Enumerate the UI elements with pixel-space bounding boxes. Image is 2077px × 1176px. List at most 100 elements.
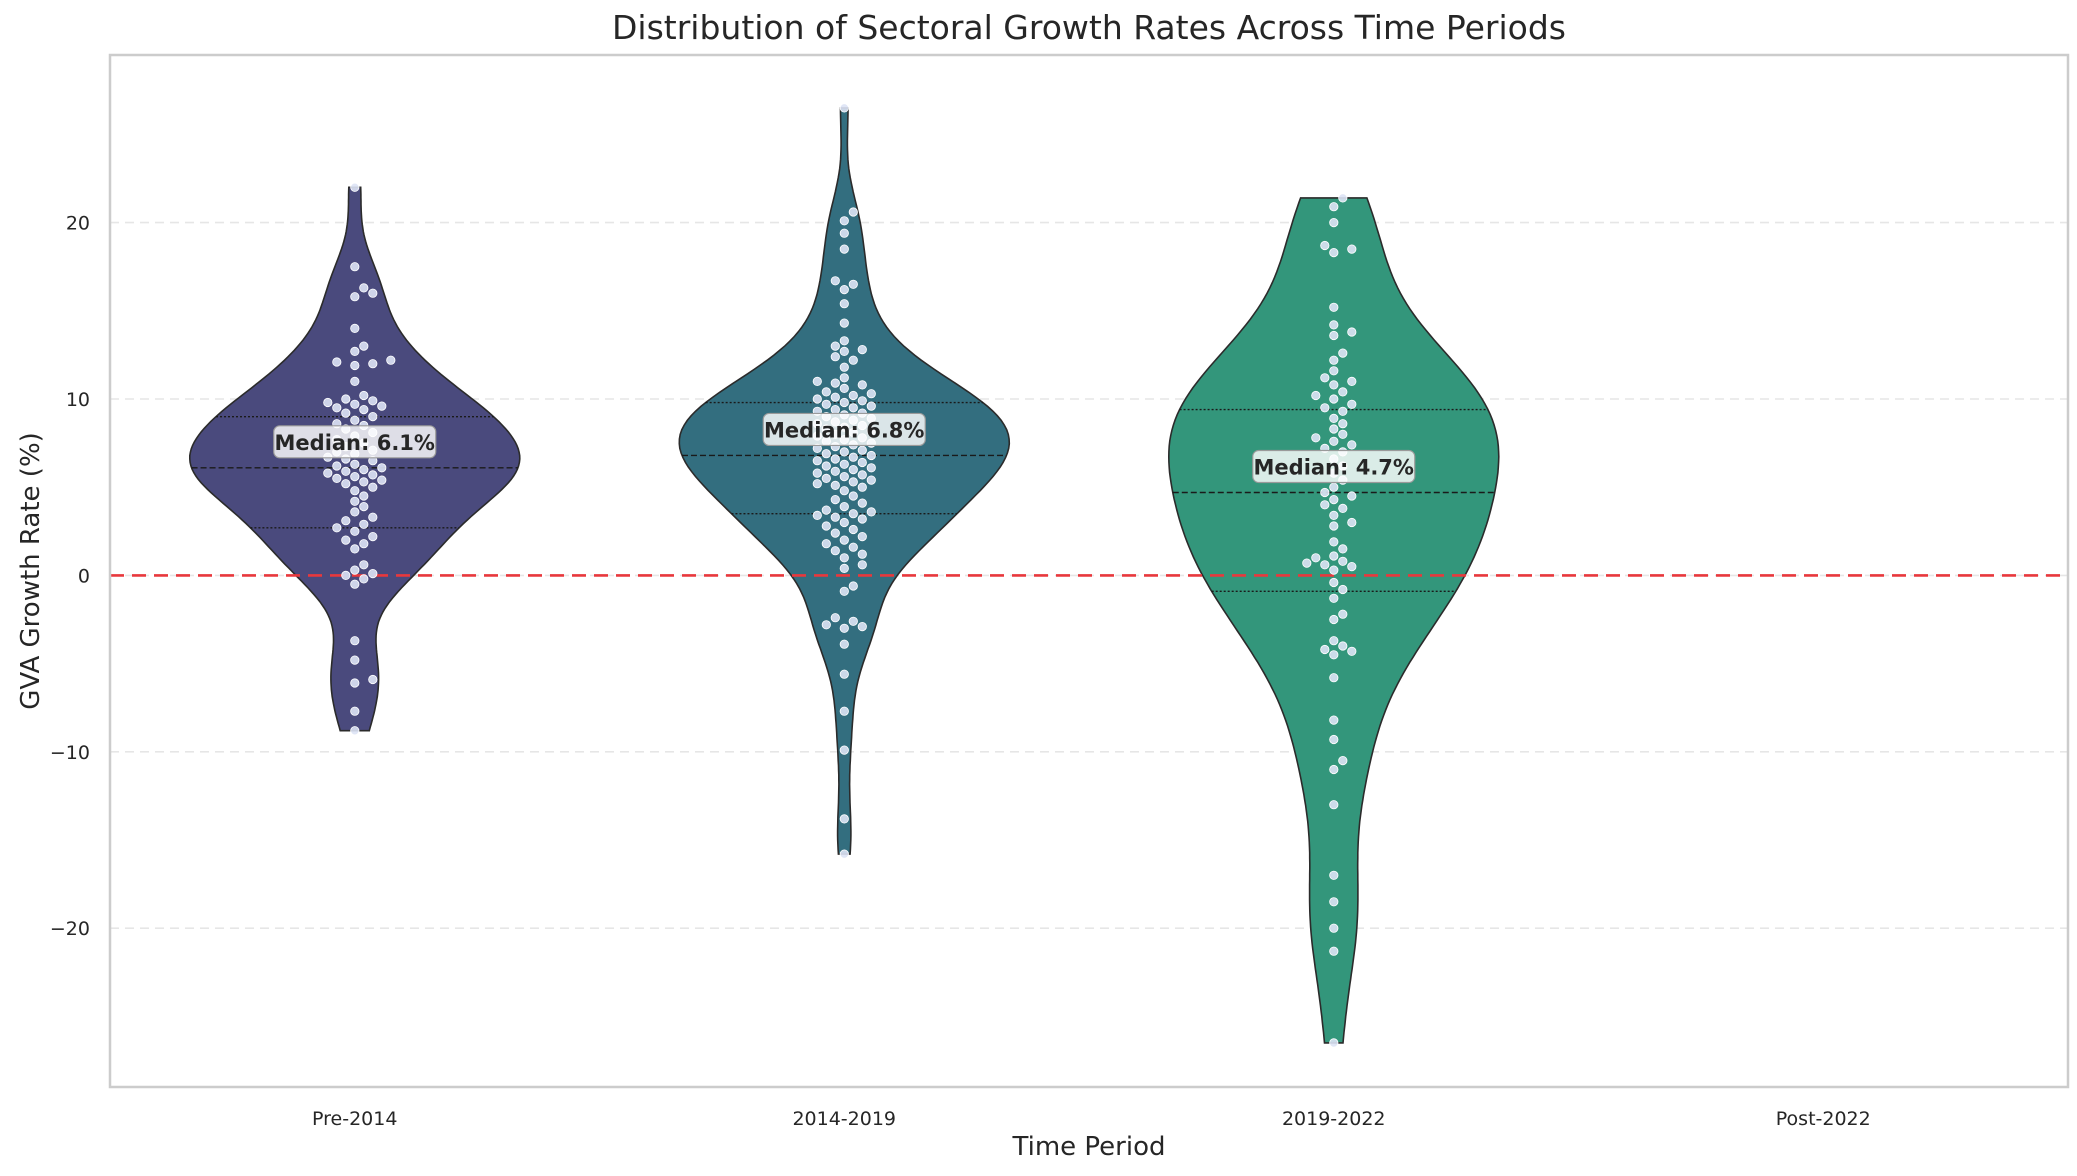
data-point [1329, 424, 1339, 434]
data-point [830, 378, 840, 388]
data-point [839, 471, 849, 482]
data-point [857, 344, 867, 355]
data-point [830, 494, 840, 505]
data-point [341, 479, 351, 489]
x-tick-label: Post-2022 [1776, 1108, 1871, 1130]
data-point [848, 509, 858, 519]
data-point [857, 445, 867, 455]
data-point [839, 535, 849, 545]
data-point [839, 318, 849, 328]
median-label-box [273, 425, 437, 459]
data-point [1329, 673, 1339, 683]
data-point [1347, 561, 1357, 572]
data-point [368, 674, 378, 685]
data-point [839, 103, 849, 113]
data-point [350, 360, 360, 371]
data-point [848, 542, 858, 552]
data-point [839, 501, 849, 512]
data-point [359, 574, 369, 584]
data-point [1302, 558, 1312, 568]
data-point [368, 512, 378, 522]
data-point [839, 299, 849, 309]
data-point [830, 404, 840, 415]
data-point [332, 357, 342, 367]
data-point [350, 486, 360, 496]
data-point [1347, 517, 1357, 528]
data-point [857, 396, 867, 406]
data-point [350, 496, 360, 506]
data-point [1347, 244, 1357, 254]
data-point [848, 464, 858, 475]
x-tick-label: 2014-2019 [792, 1108, 896, 1130]
data-point [1311, 390, 1321, 401]
data-point [1329, 394, 1339, 404]
data-point [857, 560, 867, 570]
data-point [341, 516, 351, 526]
median-label: Median: 6.1% [275, 431, 435, 455]
data-point [830, 454, 840, 464]
data-point [857, 514, 867, 524]
data-point [332, 403, 342, 413]
data-point [830, 480, 840, 490]
axis-layer: −20 −10 0 10 20 Pre-2014 2014-2019 2019-2022 Pos… [50, 213, 1871, 1130]
data-point [839, 563, 849, 574]
data-point [857, 380, 867, 390]
data-point [866, 463, 876, 473]
data-point [830, 613, 840, 623]
data-point [866, 475, 876, 485]
data-point [332, 461, 342, 471]
y-tick-label: −10 [50, 742, 90, 764]
median-label-box [762, 412, 926, 447]
data-point [1329, 436, 1339, 446]
data-point [821, 505, 831, 515]
data-point [368, 482, 378, 492]
data-point [1329, 923, 1339, 933]
data-point [350, 726, 360, 736]
data-point [839, 216, 849, 226]
data-point [848, 355, 858, 365]
data-point [812, 479, 822, 489]
data-point [368, 470, 378, 480]
data-point [359, 501, 369, 512]
data-point [866, 507, 876, 517]
data-point [821, 521, 831, 531]
data-point [350, 507, 360, 517]
data-point [857, 457, 867, 468]
data-point [839, 336, 849, 346]
data-point [1338, 348, 1348, 358]
data-point [1347, 327, 1357, 337]
data-point [1329, 537, 1339, 547]
x-tick-label: Pre-2014 [312, 1108, 397, 1130]
data-point [1329, 715, 1339, 725]
data-point [350, 471, 360, 482]
data-point [1329, 330, 1339, 341]
x-axis-label: Time Period [1012, 1132, 1166, 1162]
data-point [839, 623, 849, 633]
data-point [1329, 482, 1339, 492]
data-point [848, 524, 858, 535]
data-point [1329, 380, 1339, 390]
data-point [1329, 1038, 1339, 1048]
data-point [839, 586, 849, 596]
data-point [857, 621, 867, 632]
data-point [377, 475, 387, 485]
data-point [359, 464, 369, 475]
data-point [830, 352, 840, 362]
data-point [1329, 636, 1339, 646]
data-point [857, 498, 867, 508]
data-point [839, 706, 849, 716]
data-point [350, 678, 360, 688]
data-point [839, 228, 849, 238]
data-point [821, 461, 831, 471]
data-point [1329, 593, 1339, 603]
data-point [839, 814, 849, 824]
median-label: Median: 4.7% [1254, 455, 1414, 479]
data-point [839, 486, 849, 496]
data-point [350, 415, 360, 425]
data-point [1347, 440, 1357, 450]
data-point [1329, 650, 1339, 660]
data-point [368, 396, 378, 406]
data-point [377, 401, 387, 411]
data-point [830, 341, 840, 351]
data-point [1329, 320, 1339, 330]
